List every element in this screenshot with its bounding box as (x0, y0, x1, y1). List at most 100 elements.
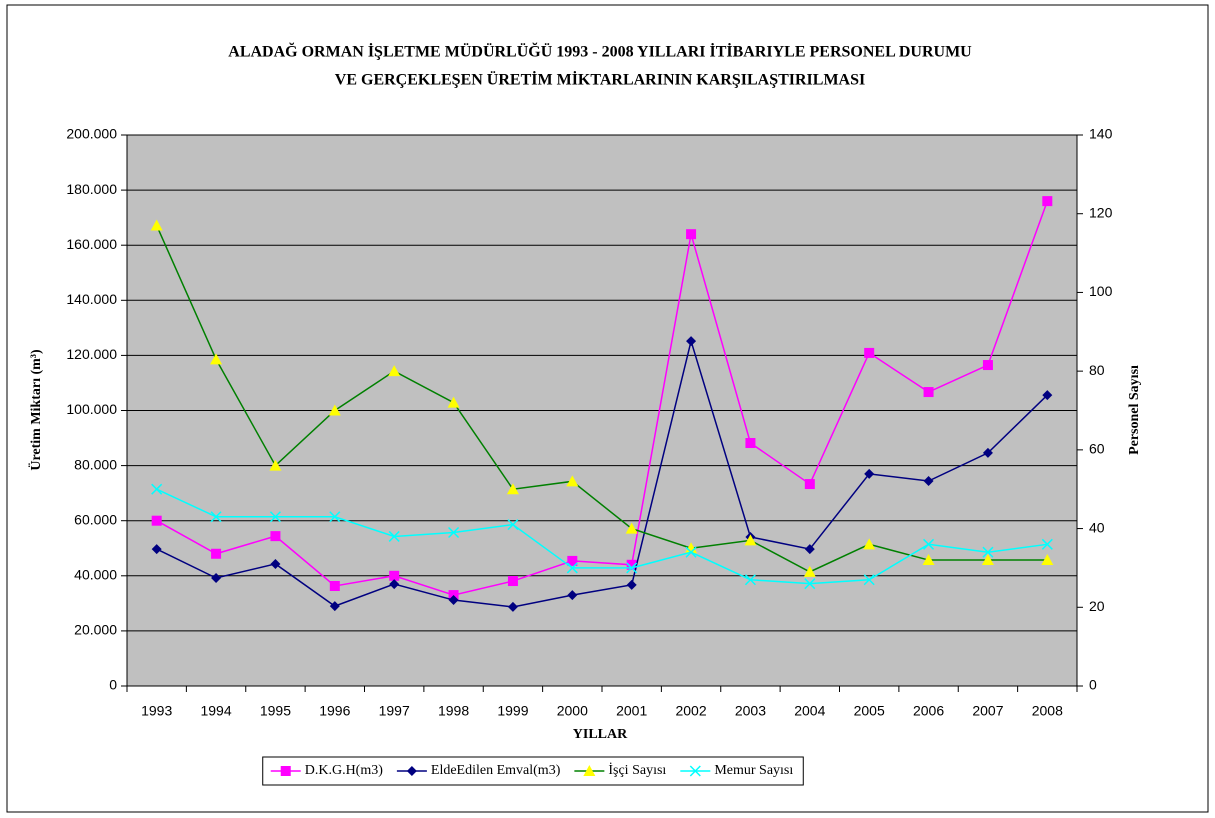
x-tick-label: 2005 (854, 703, 885, 719)
x-tick-label: 1996 (319, 703, 350, 719)
y-tick-label: 120.000 (66, 346, 117, 362)
marker (804, 578, 816, 590)
y-axis-label: Üretim Miktarı (m³) (27, 349, 44, 471)
y-tick-label: 40.000 (74, 567, 117, 583)
marker (388, 365, 401, 377)
x-tick-label: 2002 (675, 703, 706, 719)
marker (686, 229, 697, 240)
marker (270, 558, 281, 569)
y-tick-label: 60.000 (74, 511, 117, 527)
marker (389, 579, 400, 590)
marker (982, 360, 993, 371)
x-tick-label: 2007 (972, 703, 1003, 719)
x-tick-label: 1995 (260, 703, 291, 719)
marker (1042, 196, 1053, 207)
marker (269, 459, 282, 471)
marker (626, 559, 637, 570)
legend-label: İşçi Sayısı (608, 762, 666, 778)
marker (626, 579, 637, 590)
marker (982, 546, 994, 558)
chart-title: VE GERÇEKLEŞEN ÜRETİM MİKTARLARININ KARŞ… (335, 70, 865, 89)
x-tick-label: 1993 (141, 703, 172, 719)
marker (150, 219, 163, 231)
marker (406, 766, 417, 776)
series-line (156, 488, 1048, 585)
y2-tick-label: 80 (1089, 362, 1105, 378)
marker (685, 542, 698, 554)
y2-tick-label: 60 (1089, 441, 1105, 457)
y2-tick-label: 0 (1089, 677, 1097, 693)
y2-tick-label: 40 (1089, 519, 1105, 535)
x-tick-label: 1997 (379, 703, 410, 719)
series-line (156, 338, 1048, 608)
legend-label: EldeEdilen Emval(m3) (431, 763, 561, 778)
x-tick-label: 2006 (913, 703, 944, 719)
x-tick-label: 1994 (200, 703, 231, 719)
marker (923, 476, 934, 487)
y-tick-label: 0 (109, 677, 117, 693)
marker (982, 447, 993, 458)
marker (269, 511, 281, 523)
marker (329, 580, 340, 591)
x-tick-label: 2001 (616, 703, 647, 719)
x-tick-label: 2003 (735, 703, 766, 719)
y-tick-label: 180.000 (66, 181, 117, 197)
marker (210, 511, 222, 523)
marker (689, 765, 701, 777)
y-tick-label: 160.000 (66, 236, 117, 252)
y2-tick-label: 100 (1089, 283, 1113, 299)
marker (804, 544, 815, 555)
legend: D.K.G.H(m3) EldeEdilen Emval(m3) İşçi Sayı… (262, 756, 804, 786)
marker (1041, 554, 1054, 566)
y-tick-label: 80.000 (74, 456, 117, 472)
marker (280, 766, 291, 776)
series-line (156, 200, 1049, 596)
marker (923, 538, 935, 550)
marker (270, 531, 281, 542)
marker (151, 544, 162, 555)
marker (388, 530, 400, 542)
marker (448, 595, 459, 606)
y-tick-label: 100.000 (66, 401, 117, 417)
y2-tick-label: 20 (1089, 598, 1105, 614)
legend-box (262, 756, 804, 786)
marker (328, 404, 341, 416)
y-tick-label: 20.000 (74, 622, 117, 638)
marker (448, 526, 460, 539)
marker (583, 765, 596, 776)
y-tick-label: 140.000 (66, 291, 117, 307)
y2-axis-label: Personel Sayısı (1127, 365, 1142, 455)
marker (566, 475, 579, 487)
marker (804, 479, 815, 490)
x-tick-label: 1998 (438, 703, 469, 719)
marker (329, 511, 341, 523)
marker (507, 601, 518, 612)
marker (507, 519, 519, 531)
marker (389, 570, 400, 581)
marker (744, 534, 757, 546)
x-tick-label: 1999 (497, 703, 528, 719)
marker (506, 483, 519, 495)
x-tick-label: 2008 (1032, 703, 1063, 719)
marker (567, 555, 578, 566)
marker (625, 522, 638, 534)
marker (686, 336, 697, 347)
marker (210, 353, 223, 365)
marker (1041, 538, 1053, 550)
x-axis-label: YILLAR (573, 727, 628, 742)
legend-label: Memur Sayısı (714, 763, 793, 778)
marker (745, 438, 756, 449)
marker (151, 483, 163, 495)
marker (922, 554, 935, 566)
marker (566, 562, 578, 574)
chart-title: ALADAĞ ORMAN İŞLETME MÜDÜRLÜĞÜ 1993 - 20… (228, 42, 972, 61)
marker (507, 576, 518, 587)
marker (864, 468, 875, 479)
marker (211, 573, 222, 584)
marker (863, 574, 875, 586)
y-tick-label: 200.000 (66, 126, 117, 142)
marker (981, 554, 994, 566)
marker (1042, 390, 1053, 401)
marker (923, 387, 934, 398)
marker (863, 538, 876, 550)
